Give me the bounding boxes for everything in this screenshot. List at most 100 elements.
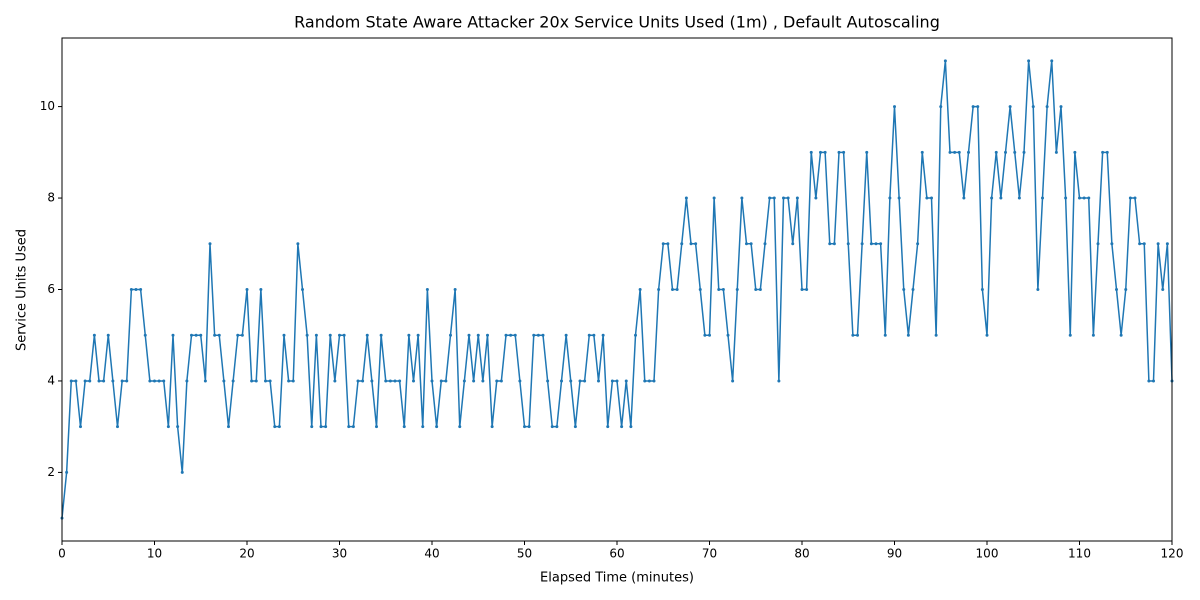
point — [462, 379, 466, 383]
point — [296, 242, 300, 246]
point — [1124, 288, 1128, 291]
point — [69, 379, 73, 383]
point — [620, 425, 624, 429]
point — [1105, 150, 1109, 154]
point — [199, 333, 203, 337]
point — [860, 242, 864, 246]
point — [754, 288, 758, 291]
point — [333, 379, 337, 383]
point — [421, 425, 425, 429]
point — [1036, 288, 1040, 291]
point — [1096, 242, 1100, 246]
point — [1050, 59, 1054, 63]
point — [88, 379, 92, 383]
y-axis-label: Service Units Used — [15, 229, 30, 351]
point — [412, 379, 415, 383]
point — [342, 333, 346, 337]
point — [1119, 333, 1123, 337]
point — [846, 242, 850, 246]
point — [1045, 105, 1049, 109]
x-tick-label: 90 — [887, 547, 902, 561]
point — [171, 333, 175, 337]
point — [435, 425, 439, 429]
point — [407, 333, 411, 337]
point — [634, 333, 637, 337]
point — [828, 242, 832, 246]
point — [1008, 105, 1012, 109]
point — [74, 379, 78, 383]
point — [684, 196, 688, 200]
y-tick-label: 4 — [47, 373, 55, 387]
point — [791, 242, 795, 246]
point — [314, 333, 318, 337]
point — [837, 150, 841, 154]
point — [509, 333, 513, 337]
point — [194, 333, 198, 337]
point — [120, 379, 124, 383]
point — [250, 379, 254, 383]
point — [1064, 196, 1068, 200]
point — [939, 105, 943, 109]
point — [208, 242, 212, 246]
point — [957, 150, 961, 154]
point — [217, 333, 221, 337]
point — [925, 196, 929, 200]
point — [416, 333, 420, 337]
chart-title: Random State Aware Attacker 20x Service … — [294, 13, 940, 32]
point — [615, 379, 619, 383]
point — [305, 333, 309, 337]
point — [1054, 150, 1058, 154]
point — [879, 242, 883, 246]
x-tick-label: 10 — [147, 547, 162, 561]
point — [721, 288, 725, 291]
point — [930, 196, 933, 200]
point — [638, 288, 642, 291]
point — [472, 379, 476, 383]
point — [338, 333, 341, 337]
point — [999, 196, 1003, 200]
point — [245, 288, 249, 291]
point — [143, 333, 147, 337]
point — [652, 379, 656, 383]
point — [569, 379, 573, 383]
point — [809, 150, 813, 154]
point — [597, 379, 600, 383]
point — [481, 379, 485, 383]
point — [1078, 196, 1081, 200]
point — [328, 333, 332, 337]
point — [971, 105, 975, 109]
plot-frame — [61, 37, 1173, 542]
point — [92, 333, 96, 337]
point — [523, 425, 526, 429]
point — [393, 379, 397, 383]
point — [1101, 150, 1105, 154]
point — [180, 470, 184, 474]
point — [795, 196, 799, 200]
point — [967, 150, 970, 154]
point — [439, 379, 443, 383]
x-tick-label: 120 — [1161, 547, 1184, 561]
point — [980, 288, 984, 291]
point — [379, 333, 383, 337]
point — [763, 242, 767, 246]
point — [1073, 150, 1077, 154]
x-axis-label: Elapsed Time (minutes) — [540, 571, 694, 586]
point — [1041, 196, 1044, 200]
point — [444, 379, 448, 383]
point — [1027, 59, 1031, 63]
point — [976, 105, 980, 109]
point — [148, 379, 152, 383]
point — [106, 333, 110, 337]
point — [166, 425, 170, 429]
point — [1138, 242, 1142, 246]
point — [851, 333, 855, 337]
point — [490, 425, 494, 429]
point — [606, 425, 610, 429]
point — [587, 333, 591, 337]
point — [532, 333, 536, 337]
y-tick-label: 2 — [47, 465, 55, 479]
point — [1142, 242, 1146, 246]
point — [731, 379, 735, 383]
x-tick-label: 60 — [609, 547, 624, 561]
y-tick-label: 6 — [47, 282, 55, 296]
